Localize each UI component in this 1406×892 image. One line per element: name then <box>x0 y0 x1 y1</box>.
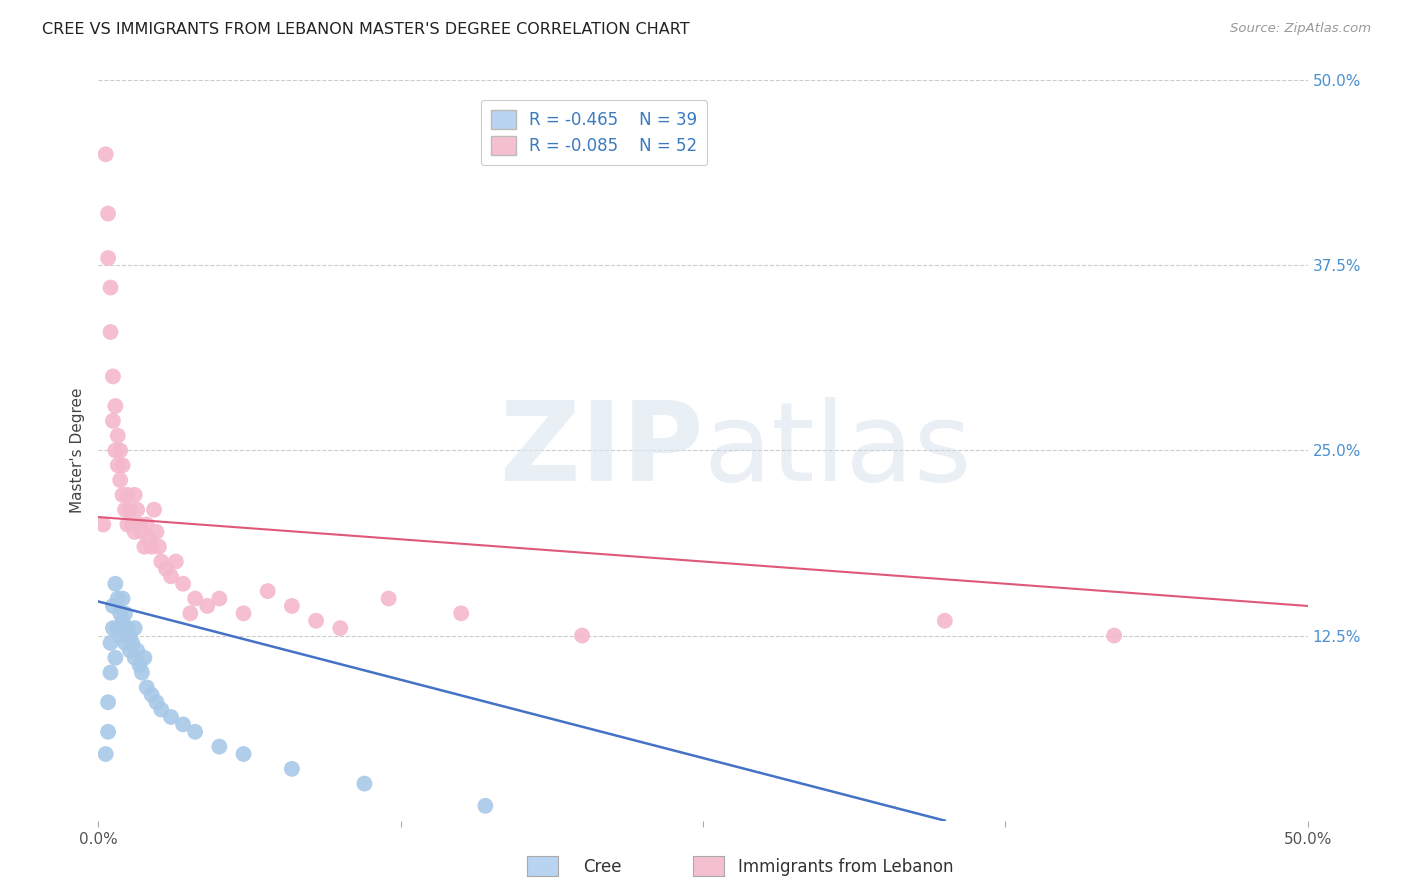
Point <box>353 776 375 791</box>
Point <box>107 591 129 606</box>
Point <box>104 650 127 665</box>
Point <box>1102 628 1125 642</box>
Point <box>184 724 207 739</box>
Point <box>160 569 183 583</box>
Point <box>208 739 231 754</box>
Text: atlas: atlas <box>703 397 972 504</box>
Point <box>141 688 163 702</box>
Point <box>111 488 134 502</box>
Point <box>114 502 136 516</box>
Point <box>138 533 160 547</box>
Point <box>97 724 120 739</box>
Point <box>108 473 131 487</box>
Point <box>121 636 143 650</box>
Point <box>107 458 129 473</box>
Point <box>124 650 146 665</box>
Text: Immigrants from Lebanon: Immigrants from Lebanon <box>738 858 953 876</box>
Point <box>114 636 136 650</box>
Point <box>107 621 129 635</box>
Point <box>148 540 170 554</box>
Point <box>179 607 201 621</box>
Point <box>172 576 194 591</box>
Point <box>134 650 156 665</box>
Point <box>127 643 149 657</box>
Point <box>117 488 139 502</box>
Point <box>111 458 134 473</box>
Point <box>101 599 124 613</box>
Point <box>104 443 127 458</box>
Point <box>118 643 141 657</box>
Point <box>100 280 122 294</box>
Point <box>118 502 141 516</box>
Point <box>305 614 328 628</box>
Point <box>111 591 134 606</box>
Legend: R = -0.465    N = 39, R = -0.085    N = 52: R = -0.465 N = 39, R = -0.085 N = 52 <box>481 100 707 165</box>
Point <box>91 517 114 532</box>
Point <box>135 517 157 532</box>
Point <box>121 517 143 532</box>
Point <box>256 584 278 599</box>
Point <box>160 710 183 724</box>
Point <box>100 636 122 650</box>
Point <box>474 798 496 813</box>
Point <box>450 607 472 621</box>
Point <box>97 206 120 220</box>
Point <box>101 369 124 384</box>
Point <box>377 591 399 606</box>
Point <box>107 428 129 442</box>
Point <box>150 703 173 717</box>
Point <box>195 599 218 613</box>
Text: CREE VS IMMIGRANTS FROM LEBANON MASTER'S DEGREE CORRELATION CHART: CREE VS IMMIGRANTS FROM LEBANON MASTER'S… <box>42 22 690 37</box>
Point <box>165 555 187 569</box>
Point <box>141 540 163 554</box>
Point <box>128 517 150 532</box>
Text: Cree: Cree <box>583 858 621 876</box>
Point <box>232 607 254 621</box>
Point <box>101 414 124 428</box>
Point <box>124 524 146 539</box>
Point <box>281 599 304 613</box>
Point <box>97 695 120 709</box>
Point <box>94 747 117 761</box>
Point <box>124 488 146 502</box>
Point <box>150 555 173 569</box>
Point <box>329 621 352 635</box>
Point <box>131 524 153 539</box>
Point <box>208 591 231 606</box>
Point <box>94 147 117 161</box>
Point <box>117 517 139 532</box>
Point <box>143 502 166 516</box>
Point <box>145 524 167 539</box>
Point <box>124 621 146 635</box>
Text: Source: ZipAtlas.com: Source: ZipAtlas.com <box>1230 22 1371 36</box>
Point <box>134 540 156 554</box>
Point <box>131 665 153 680</box>
Point <box>571 628 593 642</box>
Point <box>145 695 167 709</box>
Point <box>281 762 304 776</box>
Text: ZIP: ZIP <box>499 397 703 504</box>
Point <box>111 614 134 628</box>
Point <box>114 607 136 621</box>
Point <box>108 443 131 458</box>
Point <box>118 628 141 642</box>
Point <box>100 665 122 680</box>
Point <box>184 591 207 606</box>
Point <box>155 562 177 576</box>
Point <box>108 607 131 621</box>
Y-axis label: Master's Degree: Master's Degree <box>70 388 86 513</box>
Point <box>135 681 157 695</box>
Point <box>108 628 131 642</box>
Point <box>104 399 127 413</box>
Point <box>172 717 194 731</box>
Point <box>100 325 122 339</box>
Point <box>117 621 139 635</box>
Point <box>101 621 124 635</box>
Point <box>104 576 127 591</box>
Point <box>232 747 254 761</box>
Point <box>127 502 149 516</box>
Point <box>97 251 120 265</box>
Point <box>934 614 956 628</box>
Point <box>128 658 150 673</box>
